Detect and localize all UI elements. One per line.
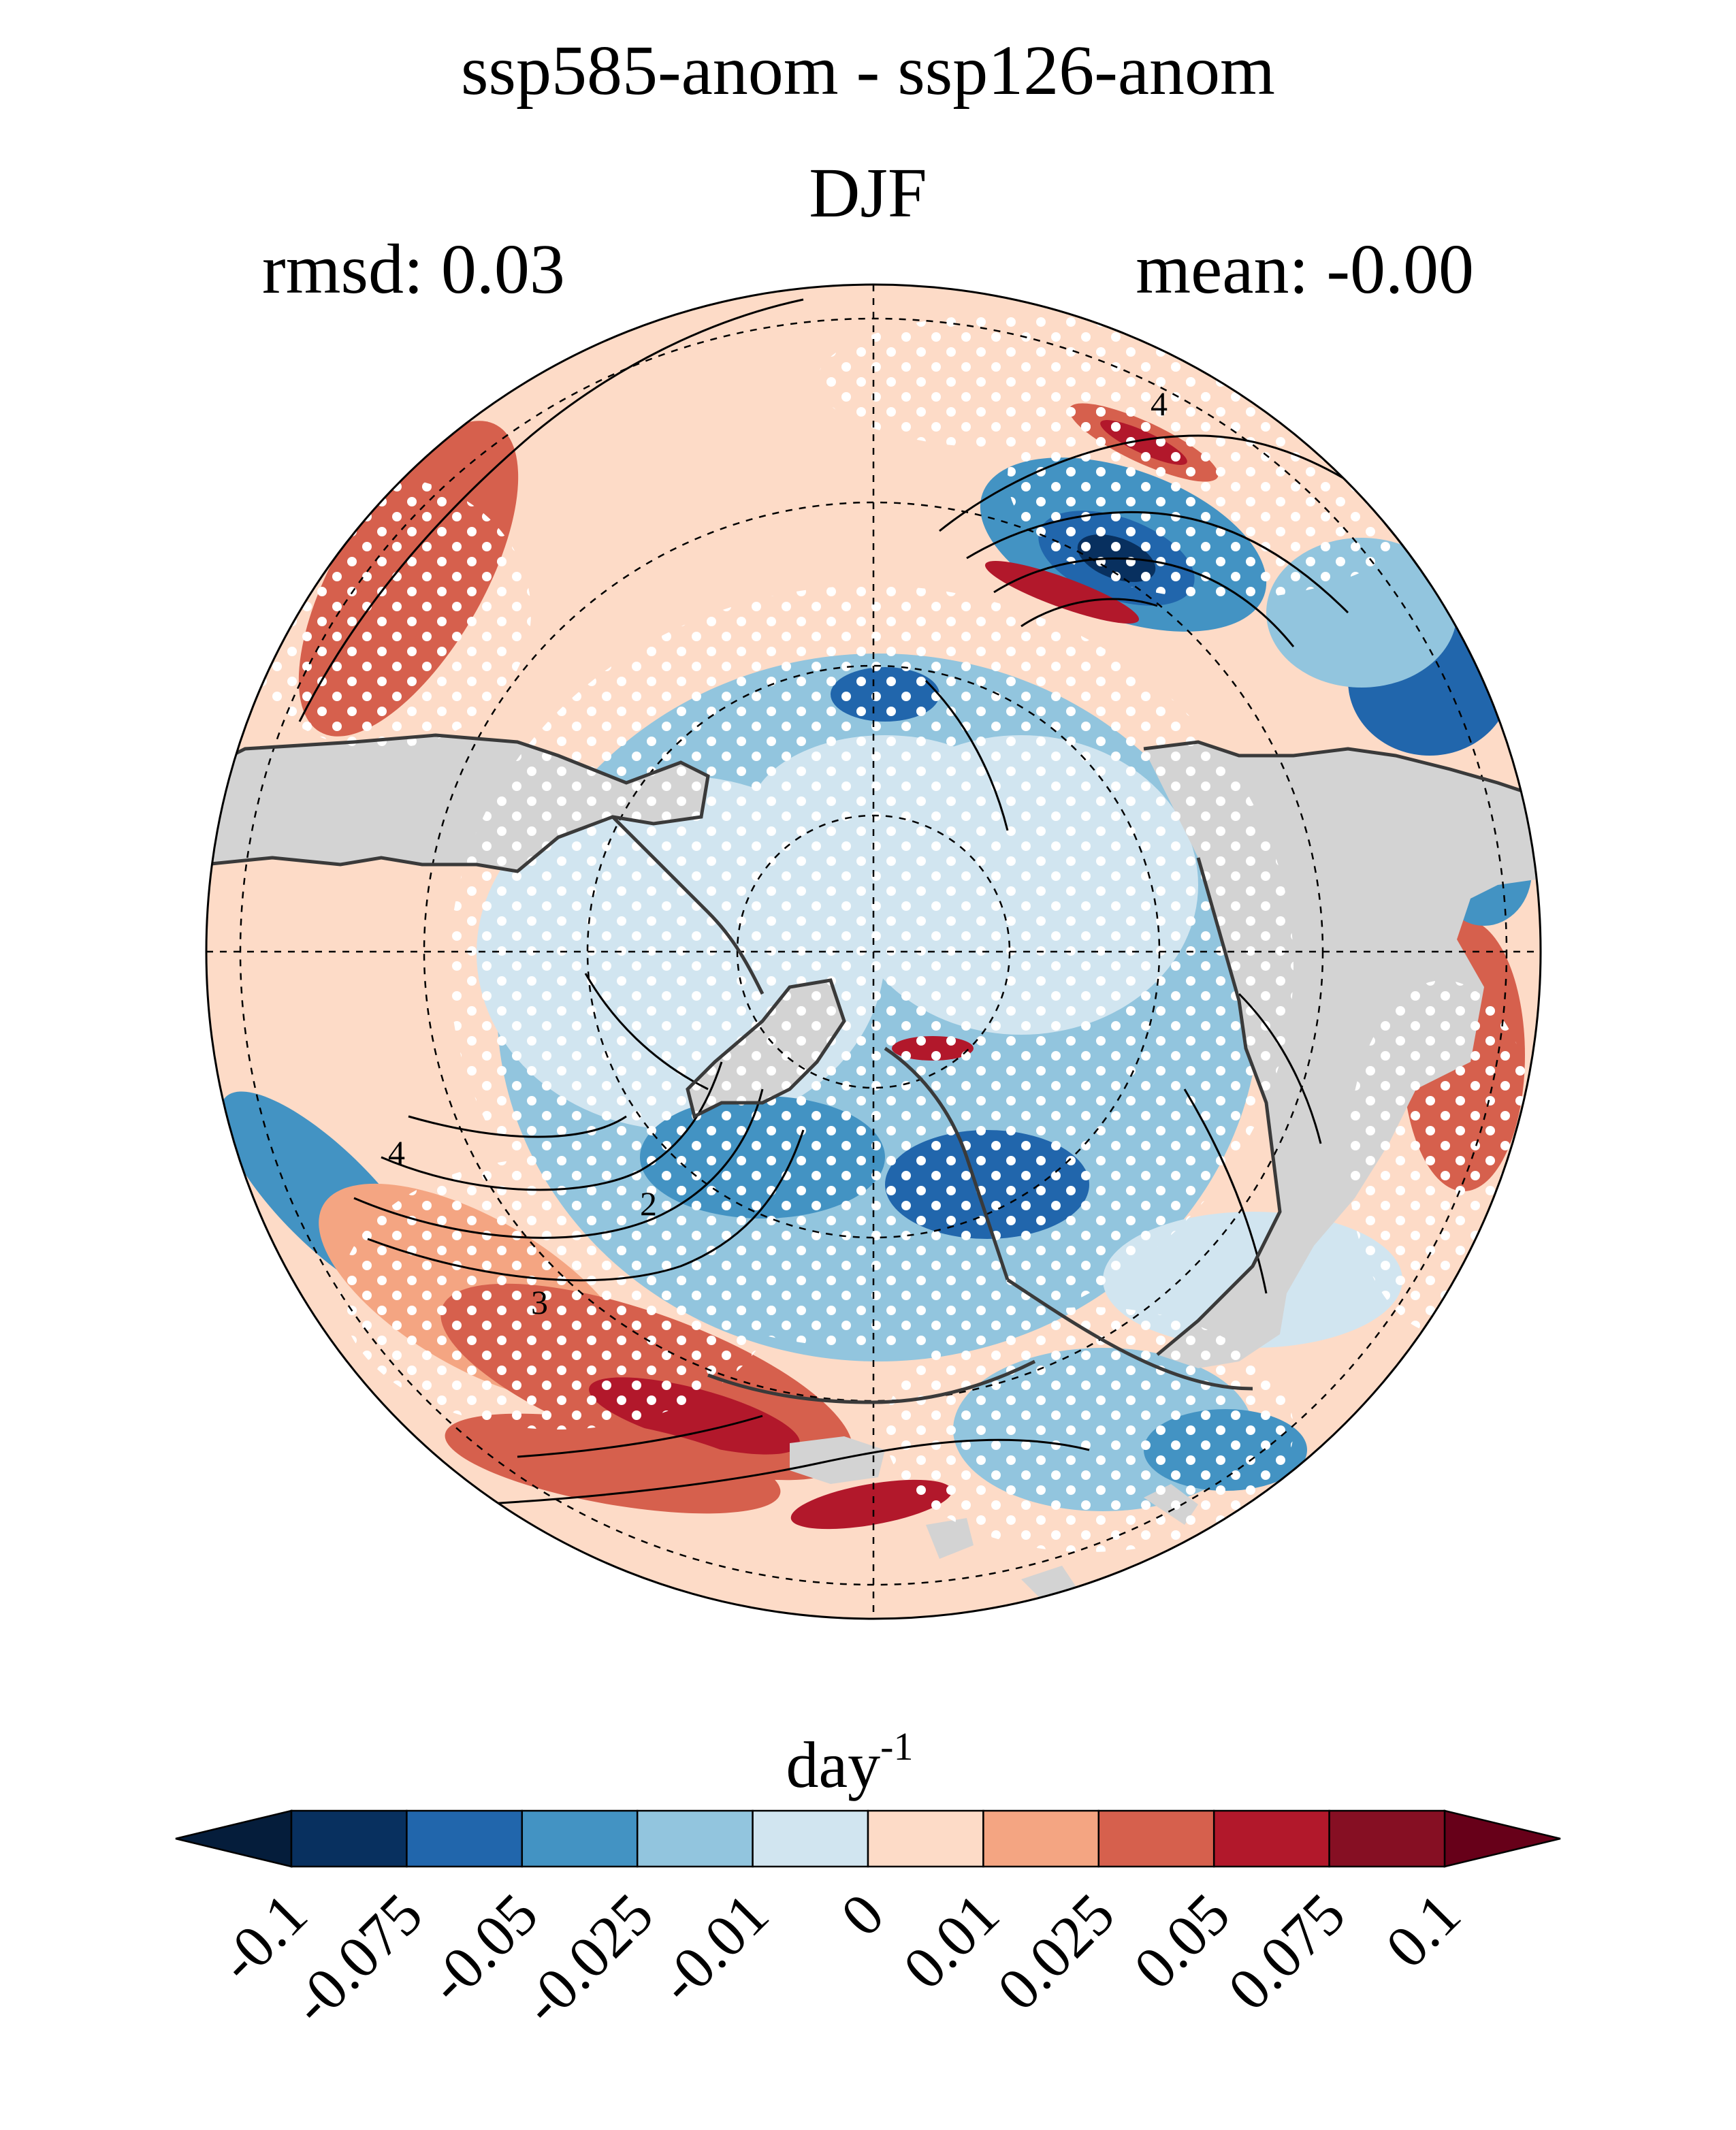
colorbar-tick-label: -0.01 xyxy=(647,1882,782,2016)
map-boundary xyxy=(205,283,1542,1620)
colorbar-tick-label: 0.025 xyxy=(985,1882,1127,2024)
colorbar-segment xyxy=(1328,1809,1446,1868)
contour-label: 3 xyxy=(531,1283,548,1321)
colorbar-tick-label: -0.075 xyxy=(279,1882,435,2037)
polar-map: 4 4 2 3 2 xyxy=(205,283,1542,1620)
rmsd-label: rmsd: 0.03 xyxy=(262,230,565,308)
colorbar-over-triangle xyxy=(1443,1809,1561,1868)
colorbar-segment xyxy=(982,1809,1100,1868)
colorbar-tick-labels: -0.1-0.075-0.05-0.025-0.01 00.010.0250.05… xyxy=(206,1882,1473,2037)
colorbar-tick-label: 0.1 xyxy=(1374,1882,1473,1981)
colorbar-segment xyxy=(867,1809,984,1868)
colorbar: day-1 -0.1-0.075-0.05-0.025-0.01 00.010.0… xyxy=(175,1724,1561,2037)
colorbar-under-triangle xyxy=(175,1809,293,1868)
mean-label: mean: -0.00 xyxy=(1136,230,1474,308)
significance-stippling xyxy=(231,313,1539,1552)
colorbar-tick-label: 0.075 xyxy=(1216,1882,1358,2024)
colorbar-segment xyxy=(521,1809,639,1868)
colorbar-segment xyxy=(1097,1809,1215,1868)
colorbar-unit-exponent: -1 xyxy=(880,1724,913,1769)
colorbar-segment xyxy=(752,1809,869,1868)
season-label: DJF xyxy=(809,154,927,232)
colorbar-segment xyxy=(1212,1809,1330,1868)
figure-title: ssp585-anom - ssp126-anom xyxy=(461,31,1275,110)
colorbar-segment xyxy=(406,1809,524,1868)
contour-label: 4 xyxy=(388,1133,405,1172)
contour-lines xyxy=(298,298,1403,1506)
graticule xyxy=(206,285,1541,1619)
coastlines xyxy=(206,733,1539,1404)
colorbar-segment xyxy=(636,1809,754,1868)
colorbar-unit-base: day xyxy=(786,1728,881,1801)
colorbar-tick-label: 0 xyxy=(829,1882,897,1950)
colorbar-tick-label: -0.025 xyxy=(510,1882,666,2037)
contour-label: 2 xyxy=(630,283,647,321)
colorbar-segments xyxy=(290,1809,1446,1868)
contour-labels: 4 4 2 3 2 xyxy=(388,283,1168,1321)
contour-label: 2 xyxy=(640,1184,657,1223)
colorbar-unit: day-1 xyxy=(786,1724,914,1801)
contour-label: 4 xyxy=(1151,385,1168,423)
colorbar-segment xyxy=(290,1809,408,1868)
